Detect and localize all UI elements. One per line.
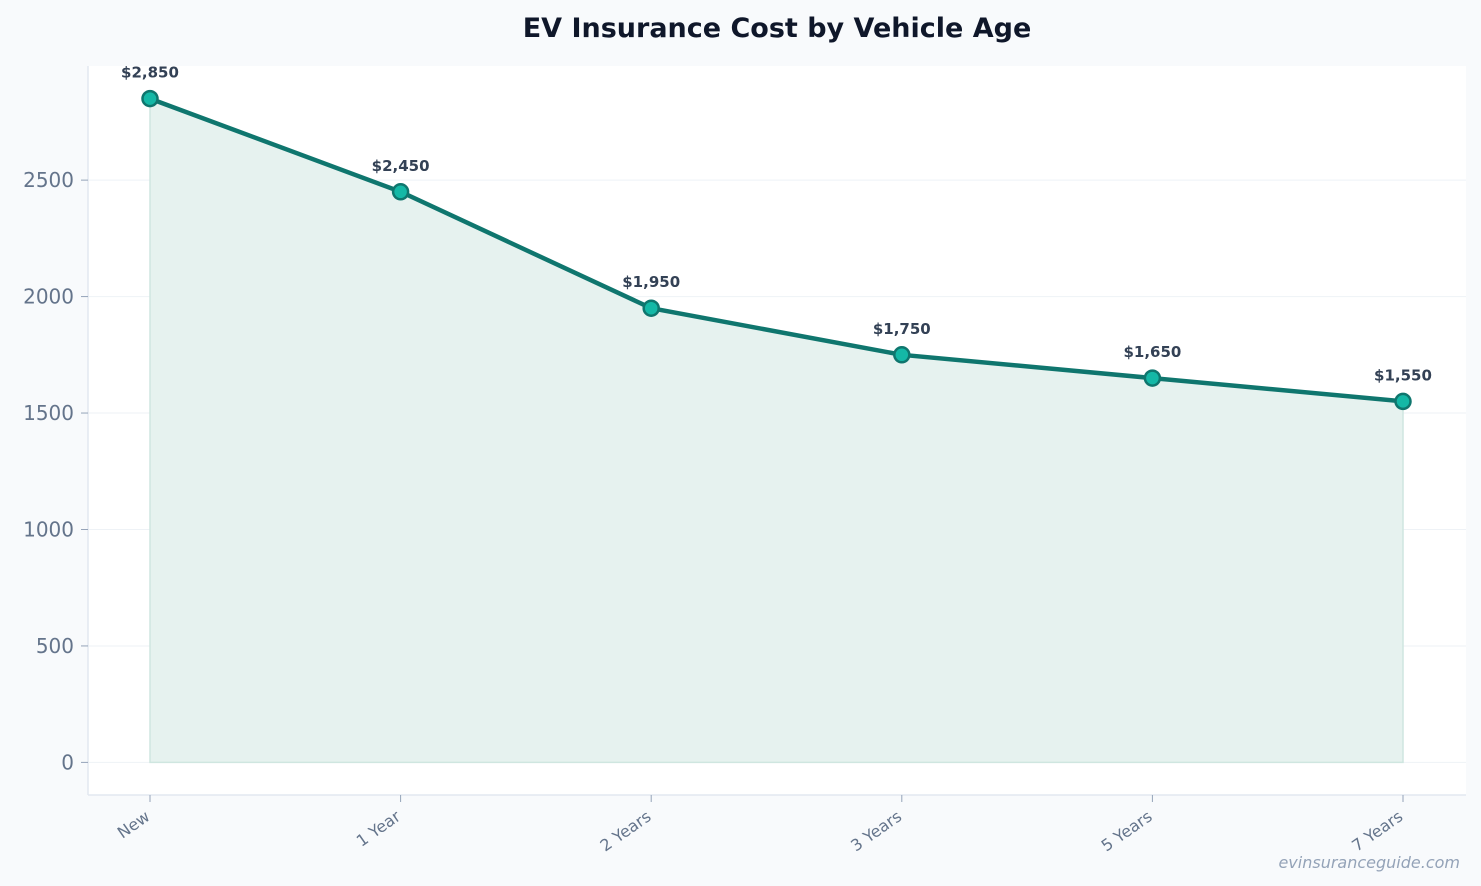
data-label: $2,850 [121,64,179,82]
data-point [1394,392,1412,411]
y-tick-label: 0 [61,750,74,774]
axes [87,66,1466,796]
y-axis-ticks: 0 500 1000 1500 2000 2500 [23,168,88,774]
data-point [893,346,911,364]
watermark-text: evinsuranceguide.com [1278,853,1460,872]
markers [141,89,1412,411]
data-label: $1,650 [1123,343,1181,361]
data-label: $1,750 [873,320,931,338]
data-label: $1,550 [1374,366,1432,384]
y-tick-label: 2000 [23,285,74,309]
chart-title: EV Insurance Cost by Vehicle Age [523,13,1032,44]
y-tick-label: 500 [36,634,74,658]
data-point [141,89,159,108]
data-point [642,299,660,317]
y-tick-label: 1000 [23,517,74,541]
data-label: $1,950 [622,273,680,291]
series-line-layer [147,96,1406,404]
data-label: $2,450 [372,157,430,175]
data-point [391,183,410,201]
data-labels: $2,850 $2,450 $1,950 $1,750 $1,650 $1,550 [121,64,1432,385]
series-line [147,96,1406,404]
data-point [1143,369,1162,387]
y-tick-label: 1500 [23,401,74,425]
y-tick-label: 2500 [23,168,74,192]
